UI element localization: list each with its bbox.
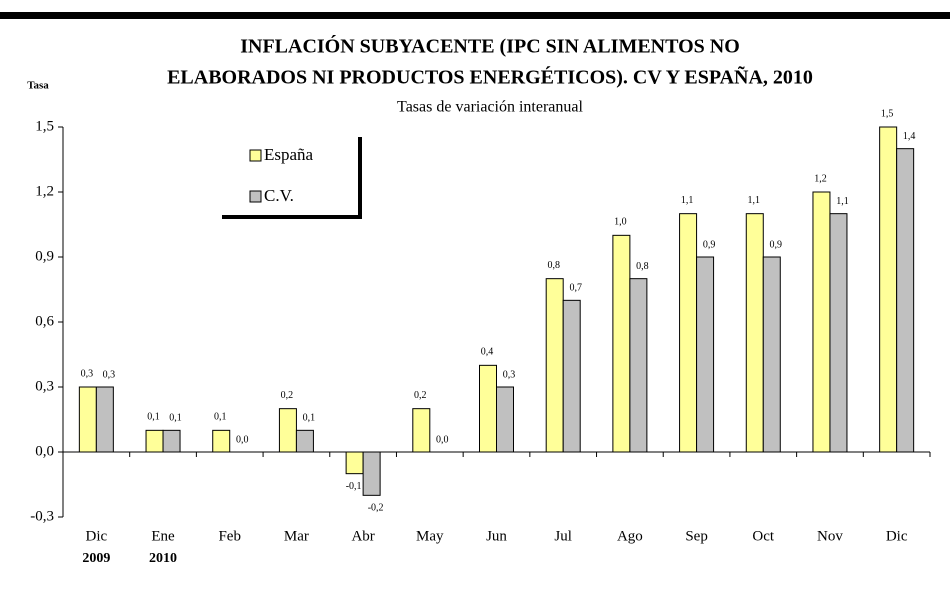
x-tick-label: Ene — [151, 528, 175, 544]
x-tick-label: Nov — [817, 528, 843, 544]
value-label: 1,1 — [681, 195, 694, 206]
top-rule — [0, 12, 950, 19]
value-label: -0,1 — [346, 481, 362, 492]
bar — [696, 256, 715, 453]
bar — [78, 386, 97, 453]
y-tick-label: 0,6 — [35, 313, 54, 329]
x-tick-year: 2010 — [149, 551, 177, 566]
bar — [812, 191, 831, 453]
value-label: 1,4 — [903, 131, 916, 142]
value-label: 0,1 — [303, 413, 316, 424]
legend-box — [222, 137, 358, 215]
legend-swatch — [249, 190, 262, 203]
chart-subtitle: Tasas de variación interanual — [397, 99, 583, 116]
value-label: 0,7 — [569, 283, 582, 294]
y-tick-label: 0,0 — [35, 443, 54, 459]
legend-label: España — [264, 145, 314, 164]
value-label: 0,1 — [147, 412, 160, 423]
value-label: 0,8 — [636, 261, 649, 272]
value-label: 0,3 — [81, 368, 94, 379]
value-label: 0,3 — [103, 369, 116, 380]
x-tick-label: Mar — [284, 528, 309, 544]
value-label: 0,2 — [414, 390, 427, 401]
bar — [479, 364, 497, 453]
bar — [879, 126, 898, 453]
value-label: 1,1 — [836, 196, 849, 207]
x-tick-label: Sep — [685, 528, 708, 544]
bar — [496, 386, 514, 453]
y-tick-label: 1,5 — [35, 118, 54, 134]
x-tick-label: Dic — [86, 528, 108, 544]
value-label: 0,9 — [703, 239, 716, 250]
value-label: 0,1 — [169, 413, 182, 424]
x-tick-label: Ago — [617, 528, 643, 544]
bar — [612, 234, 631, 453]
y-tick-label: 0,9 — [35, 248, 54, 264]
value-label: 0,0 — [236, 434, 249, 445]
x-tick-label: Oct — [752, 528, 774, 544]
value-label: 1,1 — [748, 195, 761, 206]
chart-title: INFLACIÓN SUBYACENTE (IPC SIN ALIMENTOS … — [240, 34, 740, 58]
bar — [95, 386, 114, 453]
x-tick-label: Dic — [886, 528, 908, 544]
x-tick-year: 2009 — [82, 551, 110, 566]
x-tick-label: Feb — [218, 528, 241, 544]
y-tick-label: 1,2 — [35, 183, 54, 199]
bar — [745, 213, 764, 453]
bar — [145, 429, 164, 453]
legend-label: C.V. — [264, 186, 294, 205]
bar — [829, 213, 848, 453]
x-tick-label: Jun — [486, 528, 507, 544]
bar — [345, 451, 364, 475]
value-label: 0,3 — [503, 369, 516, 380]
x-tick-label: May — [416, 528, 444, 544]
value-label: 0,4 — [481, 347, 494, 358]
bar — [545, 278, 564, 453]
bar — [629, 278, 648, 453]
value-label: 0,8 — [547, 260, 560, 271]
legend-swatch — [249, 149, 262, 162]
y-tick-label: 0,3 — [35, 378, 54, 394]
bar — [362, 451, 381, 496]
y-tick-label: -0,3 — [30, 508, 54, 524]
value-label: 1,2 — [814, 173, 827, 184]
x-tick-label: Abr — [351, 528, 374, 544]
bar — [762, 256, 781, 453]
value-label: 1,5 — [881, 108, 894, 119]
chart-title: ELABORADOS NI PRODUCTOS ENERGÉTICOS). CV… — [167, 66, 813, 89]
y-axis-label: Tasa — [27, 80, 49, 92]
value-label: 0,1 — [214, 412, 227, 423]
bar — [278, 408, 297, 453]
x-tick-label: Jul — [554, 528, 572, 544]
value-label: 1,0 — [614, 217, 627, 228]
bar — [679, 213, 698, 453]
bar — [162, 429, 181, 453]
bar — [295, 429, 314, 453]
bar — [412, 408, 431, 453]
bar — [562, 299, 581, 453]
value-label: 0,9 — [770, 239, 783, 250]
value-label: -0,2 — [368, 503, 384, 514]
value-label: 0,2 — [281, 390, 294, 401]
value-label: 0,0 — [436, 434, 449, 445]
bar — [896, 148, 915, 453]
bar — [212, 429, 231, 453]
